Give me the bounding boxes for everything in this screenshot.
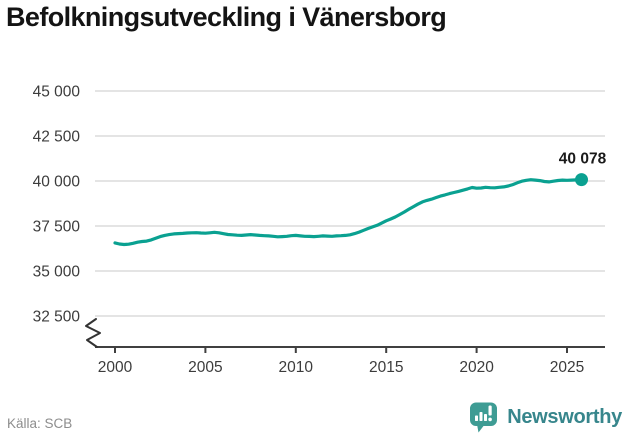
x-tick-label: 2025 <box>550 359 584 376</box>
x-tick-label: 2005 <box>188 359 222 376</box>
newsworthy-logo: Newsworthy <box>468 401 622 434</box>
population-line <box>113 178 584 247</box>
y-tick-label: 42 500 <box>33 129 81 146</box>
y-tick-label: 40 000 <box>33 174 81 191</box>
y-tick-label: 35 000 <box>33 264 81 281</box>
x-tick-label: 2015 <box>369 359 403 376</box>
end-dot <box>575 173 588 187</box>
y-tick-label: 32 500 <box>33 309 81 326</box>
y-axis-break-icon <box>85 318 101 348</box>
x-tick-label: 2010 <box>279 359 314 376</box>
y-tick-label: 45 000 <box>33 84 81 101</box>
newsworthy-wordmark: Newsworthy <box>507 406 622 428</box>
chart-title: Befolkningsutveckling i Vänersborg <box>6 2 447 32</box>
x-tick-label: 2000 <box>98 359 133 376</box>
source-note: Källa: SCB <box>7 416 73 431</box>
x-tick-label: 2020 <box>459 359 494 376</box>
end-value-label: 40 078 <box>559 151 607 168</box>
newsworthy-bubble-chart-icon <box>470 402 498 433</box>
y-tick-label: 37 500 <box>33 219 81 236</box>
